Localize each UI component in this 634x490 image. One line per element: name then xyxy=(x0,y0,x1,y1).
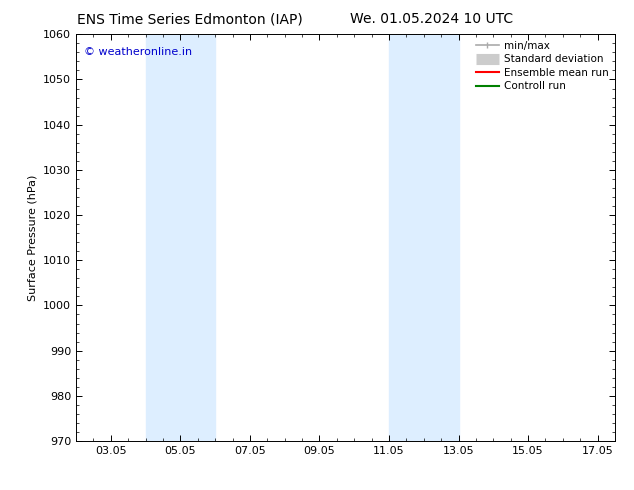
Text: We. 01.05.2024 10 UTC: We. 01.05.2024 10 UTC xyxy=(349,12,513,26)
Y-axis label: Surface Pressure (hPa): Surface Pressure (hPa) xyxy=(27,174,37,301)
Text: © weatheronline.in: © weatheronline.in xyxy=(84,47,192,56)
Legend: min/max, Standard deviation, Ensemble mean run, Controll run: min/max, Standard deviation, Ensemble me… xyxy=(472,36,613,96)
Text: ENS Time Series Edmonton (IAP): ENS Time Series Edmonton (IAP) xyxy=(77,12,303,26)
Bar xyxy=(146,34,215,441)
Bar xyxy=(389,34,458,441)
